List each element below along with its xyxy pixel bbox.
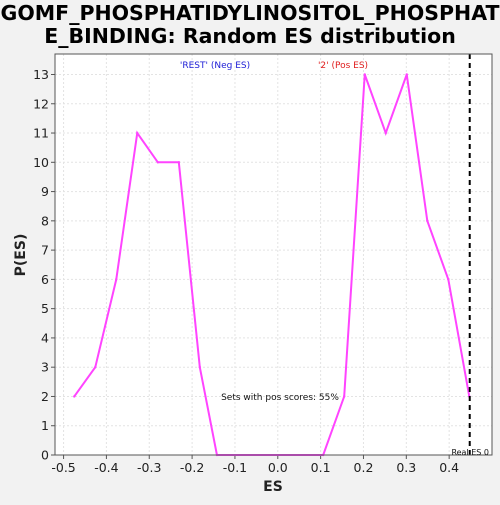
x-tick-label: 0.2 xyxy=(354,460,374,475)
x-tick-label: -0.2 xyxy=(180,460,204,475)
x-tick-label: -0.3 xyxy=(137,460,161,475)
data-point xyxy=(384,131,387,135)
plot-border xyxy=(54,53,493,456)
x-tick-label: 0.4 xyxy=(439,460,459,475)
legend-neg-es: 'REST' (Neg ES) xyxy=(180,61,250,71)
data-point xyxy=(94,365,97,369)
data-point xyxy=(156,161,160,164)
y-tick-label: 13 xyxy=(33,67,49,82)
y-tick-label: 3 xyxy=(41,360,49,375)
data-points xyxy=(73,73,471,457)
y-tick-label: 2 xyxy=(41,389,49,404)
x-tick-label: -0.4 xyxy=(94,460,118,475)
legend-pos-es: '2' (Pos ES) xyxy=(318,61,368,71)
y-tick-label: 6 xyxy=(41,272,49,287)
data-point xyxy=(136,131,139,135)
x-tick-label: -0.1 xyxy=(223,460,247,475)
data-point xyxy=(405,73,408,76)
grid-lines xyxy=(55,54,492,456)
x-tick-label: -0.5 xyxy=(51,460,75,475)
y-tick-label: 10 xyxy=(33,155,49,170)
x-tick-label: 0.1 xyxy=(311,460,331,475)
chart-title-line-2: E_BINDING: Random ES distribution xyxy=(44,24,456,48)
x-axis-title: ES xyxy=(263,479,283,495)
y-tick-label: 7 xyxy=(41,243,49,258)
y-tick-label: 12 xyxy=(33,96,49,111)
y-tick-label: 4 xyxy=(41,330,49,345)
data-point xyxy=(426,219,429,223)
real-es-label: Real ES 0 xyxy=(451,448,489,457)
y-tick-label: 11 xyxy=(33,126,49,141)
data-point xyxy=(73,395,76,398)
data-point xyxy=(363,73,366,76)
y-tick-label: 0 xyxy=(41,448,49,463)
y-axis-title: P(ES) xyxy=(13,234,29,277)
data-point xyxy=(447,278,450,281)
x-tick-label: 0.0 xyxy=(268,460,288,475)
pos-scores-annotation: Sets with pos scores: 55% xyxy=(221,393,339,403)
data-point xyxy=(342,395,346,398)
y-tick-label: 1 xyxy=(41,418,49,433)
x-tick-label: 0.3 xyxy=(396,460,416,475)
data-point xyxy=(177,161,181,164)
data-point xyxy=(198,365,202,369)
data-point xyxy=(115,278,118,281)
plot-area xyxy=(55,54,492,455)
y-tick-label: 8 xyxy=(41,213,49,228)
y-tick-label: 5 xyxy=(41,301,49,316)
chart-title-line-1: GOMF_PHOSPHATIDYLINOSITOL_PHOSPHAT xyxy=(1,1,500,25)
y-tick-label: 9 xyxy=(41,184,49,199)
